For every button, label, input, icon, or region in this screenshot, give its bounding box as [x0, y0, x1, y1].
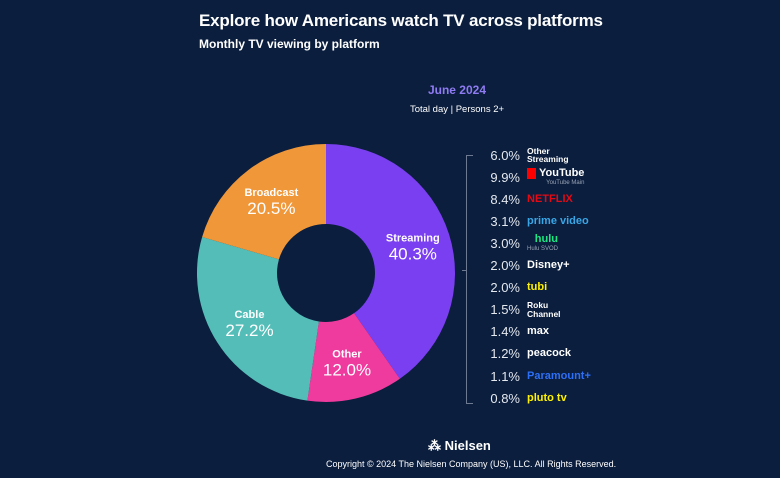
platform-logo: tubi	[527, 281, 548, 294]
breakdown-value: 3.1%	[490, 213, 520, 229]
breakdown-value: 8.4%	[490, 191, 520, 207]
platform-logo: Paramount+	[527, 369, 591, 382]
breakdown-row: 9.9% YouTube YouTube Main	[478, 166, 584, 188]
platform-logo: peacock	[527, 347, 572, 360]
nielsen-logo: ⁂ Nielsen	[428, 438, 491, 453]
breakdown-row: 3.0% hulu Hulu SVOD	[478, 232, 558, 254]
streaming-bracket-tick	[462, 270, 467, 271]
platform-logo-group: hulu Hulu SVOD	[527, 233, 559, 253]
slice-label: Other	[332, 349, 362, 361]
breakdown-row: 1.2% peacock	[478, 343, 571, 365]
breakdown-row: 0.8% pluto tv	[478, 387, 567, 409]
breakdown-value: 3.0%	[490, 235, 520, 251]
platform-logo-group: YouTube YouTube Main	[527, 168, 584, 186]
breakdown-row: 3.1% prime video	[478, 210, 589, 232]
slice-cable[interactable]	[197, 237, 319, 401]
slice-label: Cable	[234, 309, 264, 321]
breakdown-value: 2.0%	[490, 280, 520, 296]
breakdown-row: 6.0% Other Streaming	[478, 144, 569, 166]
streaming-bracket	[466, 155, 473, 404]
slice-label: Streaming	[386, 233, 440, 245]
breakdown-value: 2.0%	[490, 258, 520, 273]
breakdown-value: 1.5%	[490, 302, 520, 318]
platform-logo: Disney+	[527, 259, 570, 271]
breakdown-row: 2.0% tubi	[478, 277, 547, 299]
slice-value: 20.5%	[247, 199, 295, 218]
platform-logo: YouTube	[527, 168, 584, 180]
copyright: Copyright © 2024 The Nielsen Company (US…	[326, 459, 617, 469]
chart-scope: Total day | Persons 2+	[409, 104, 505, 115]
platform-logo: prime video	[527, 214, 589, 227]
slice-broadcast[interactable]	[202, 144, 326, 260]
platform-logo: pluto tv	[527, 391, 567, 404]
breakdown-value: 6.0%	[490, 147, 520, 163]
slice-streaming[interactable]	[326, 144, 456, 379]
slice-value: 12.0%	[323, 361, 371, 380]
nielsen-mark-icon: ⁂	[428, 438, 445, 453]
breakdown-value: 1.1%	[490, 368, 520, 384]
platform-logo: NETFLIX	[527, 192, 573, 205]
breakdown-row: 1.5% Roku Channel	[478, 299, 561, 321]
platform-logo: Roku Channel	[527, 300, 561, 319]
platform-logo: Other Streaming	[527, 145, 569, 164]
slice-label: Broadcast	[244, 187, 298, 199]
platform-logo: hulu	[534, 233, 559, 246]
platform-logo: max	[527, 325, 550, 338]
breakdown-row: 1.1% Paramount+	[478, 365, 591, 387]
slice-value: 40.3%	[389, 245, 437, 264]
breakdown-value: 9.9%	[490, 169, 520, 185]
page-subtitle: Monthly TV viewing by platform	[199, 37, 380, 51]
breakdown-row: 1.4% max	[478, 321, 549, 343]
slice-other[interactable]	[307, 313, 400, 403]
breakdown-row: 8.4% NETFLIX	[478, 188, 573, 210]
breakdown-value: 1.2%	[490, 346, 520, 362]
breakdown-row: 2.0% Disney+	[478, 255, 570, 277]
platform-label: YouTube Main	[546, 180, 585, 187]
page-title: Explore how Americans watch TV across pl…	[199, 11, 603, 30]
chart-period: June 2024	[427, 83, 487, 97]
breakdown-value: 0.8%	[490, 390, 520, 406]
slice-value: 27.2%	[225, 321, 273, 340]
platform-label: Hulu SVOD	[527, 246, 559, 253]
breakdown-value: 1.4%	[490, 324, 520, 340]
